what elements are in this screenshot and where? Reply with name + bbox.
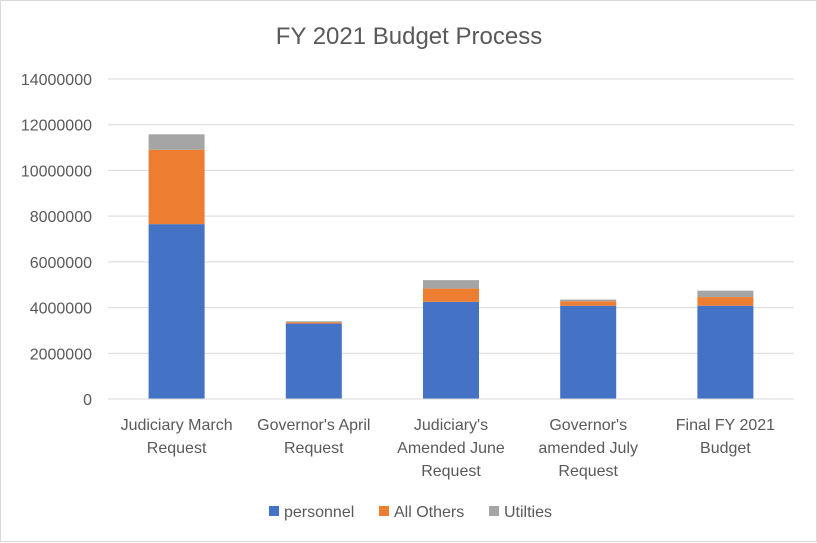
x-category-label: Governor's April Request	[257, 417, 370, 457]
x-category-label-line: Request	[421, 463, 481, 480]
bar-personnel-2	[423, 301, 479, 399]
bar-utilties-3	[560, 299, 617, 302]
y-axis: 0 2000000 4000000 6000000 8000000 10000000 120…	[21, 72, 92, 409]
x-category-label-line: Request	[284, 440, 344, 457]
y-tick-label: 2000000	[30, 346, 92, 363]
y-tick-label: 4000000	[30, 301, 92, 318]
legend-label: Utilties	[504, 504, 552, 521]
x-category-label-line: Governor's	[549, 417, 627, 434]
bar-personnel-1	[285, 323, 342, 399]
bar-utilties-1	[285, 321, 342, 323]
legend-swatch-utilties	[489, 506, 499, 516]
x-category-label-line: Judiciary's	[414, 417, 488, 434]
x-category-label-line: Budget	[700, 440, 751, 457]
x-category-label-line: Request	[558, 463, 618, 480]
x-category-label: Governor's amended July Request	[538, 417, 638, 480]
bar-all-others-3	[560, 301, 617, 306]
x-category-label-line: Governor's April	[257, 417, 370, 434]
chart-title: FY 2021 Budget Process	[276, 23, 542, 50]
x-category-label-line: Final FY 2021	[676, 417, 775, 434]
y-tick-label: 0	[83, 392, 92, 409]
y-tick-label: 12000000	[21, 118, 92, 135]
legend-label: All Others	[394, 504, 464, 521]
legend-swatch-personnel	[269, 506, 279, 516]
x-category-label-line: Judiciary March	[121, 417, 233, 434]
y-tick-label: 6000000	[30, 255, 92, 272]
legend-label: personnel	[284, 504, 354, 521]
x-category-label: Judiciary March Request	[121, 417, 233, 457]
legend: personnel All Others Utilties	[269, 504, 552, 521]
y-tick-label: 14000000	[21, 72, 92, 89]
legend-swatch-all-others	[379, 506, 389, 516]
x-axis: Judiciary March Request Governor's April Re…	[108, 398, 794, 480]
bars	[148, 134, 754, 399]
bar-personnel-3	[560, 305, 617, 399]
y-tick-label: 10000000	[21, 163, 92, 180]
x-category-label: Judiciary's Amended June Request	[397, 417, 505, 480]
x-category-label: Final FY 2021 Budget	[676, 417, 775, 457]
x-category-label-line: amended July	[538, 440, 638, 457]
bar-personnel-4	[697, 305, 754, 399]
bar-all-others-4	[697, 297, 754, 306]
bar-all-others-2	[423, 288, 479, 302]
bar-utilties-4	[697, 290, 754, 298]
y-tick-label: 8000000	[30, 209, 92, 226]
bar-utilties-0	[148, 134, 205, 150]
x-category-label-line: Amended June	[397, 440, 505, 457]
bar-all-others-1	[285, 322, 342, 324]
bar-personnel-0	[148, 224, 205, 399]
bar-all-others-0	[148, 149, 205, 225]
bar-utilties-2	[423, 280, 479, 289]
x-category-label-line: Request	[147, 440, 207, 457]
